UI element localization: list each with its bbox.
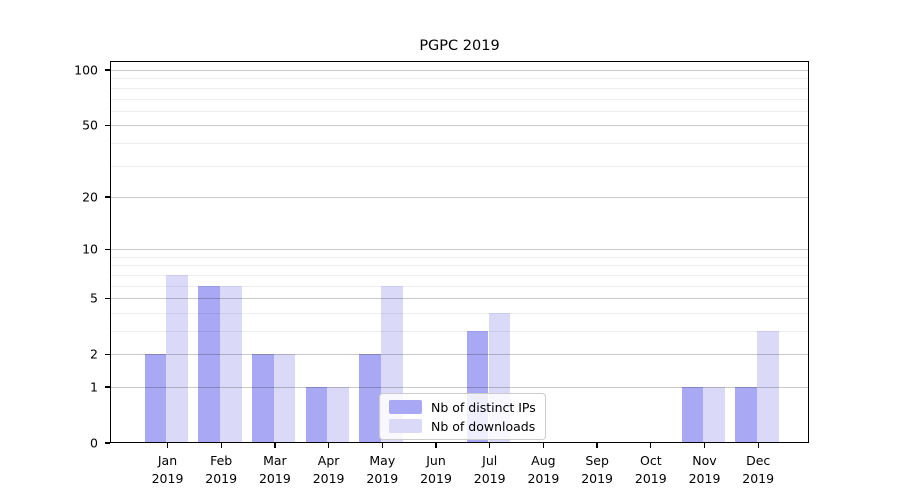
y-axis-tick [105,196,110,198]
x-tick-label: Oct 2019 [634,453,667,486]
bar-downloads-dec [757,330,779,443]
y-axis-tick [105,297,110,299]
y-axis-tick [105,442,110,444]
minor-gridline [110,274,809,276]
y-tick-label: 0 [90,435,98,451]
bar-downloads-feb [220,285,242,443]
y-axis-tick [105,124,110,126]
x-tick-label: Jul 2019 [473,453,506,486]
minor-gridline [110,142,809,144]
y-axis-tick [105,248,110,250]
bar-distinct-ips-nov [681,386,704,443]
bar-distinct-ips-dec [735,386,757,443]
legend-swatch-downloads-icon [389,419,422,433]
y-axis-tick [105,69,110,71]
major-gridline [110,386,809,388]
bar-downloads-jan [166,274,189,443]
major-gridline [110,196,809,198]
legend-label-distinct-ips: Nb of distinct IPs [431,399,536,415]
minor-gridline [110,165,809,167]
x-axis-tick [757,443,759,448]
x-axis-tick [703,443,706,448]
legend: Nb of distinct IPs Nb of downloads [379,393,546,440]
minor-gridline [110,256,809,258]
x-tick-label: Feb 2019 [205,453,238,486]
minor-gridline [110,330,809,332]
x-tick-label: Jun 2019 [420,453,452,486]
minor-gridline [110,285,809,287]
x-tick-label: Nov 2019 [688,453,721,486]
y-tick-label: 5 [90,290,98,306]
x-axis-tick [435,443,437,448]
x-axis-tick [166,443,169,448]
major-gridline [110,125,809,127]
major-gridline [110,354,809,356]
x-axis-tick [220,443,222,448]
legend-entry-downloads: Nb of downloads [389,418,536,434]
major-gridline [110,70,809,72]
x-tick-label: May 2019 [366,453,399,486]
x-axis-tick [596,443,598,448]
x-tick-label: Mar 2019 [258,453,291,486]
chart-title: PGPC 2019 [419,38,500,54]
x-axis-tick [274,443,276,448]
x-tick-label: Sep 2019 [581,453,613,486]
y-tick-label: 20 [82,189,98,205]
x-tick-label: Apr 2019 [312,453,345,486]
bar-distinct-ips-jan [144,354,167,443]
bar-downloads-mar [273,354,296,443]
x-axis-tick [327,443,330,448]
legend-entry-distinct-ips: Nb of distinct IPs [389,399,536,415]
x-axis-tick [650,443,652,448]
x-tick-label: Aug 2019 [527,453,560,486]
x-axis-tick [489,443,491,448]
bar-downloads-apr [327,386,350,443]
x-axis-tick [542,443,545,448]
bar-distinct-ips-feb [198,285,220,443]
major-gridline [110,249,809,251]
minor-gridline [110,265,809,267]
bar-distinct-ips-apr [305,386,328,443]
y-tick-label: 1 [90,379,98,395]
minor-gridline [110,78,809,80]
minor-gridline [110,87,809,89]
legend-label-downloads: Nb of downloads [431,418,536,434]
x-tick-label: Dec 2019 [742,453,775,486]
minor-gridline [110,110,809,112]
minor-gridline [110,98,809,100]
bar-downloads-nov [703,386,726,443]
y-axis-tick [105,353,110,355]
y-axis-tick [105,386,110,388]
x-tick-label: Jan 2019 [151,453,184,486]
y-tick-label: 2 [90,346,98,362]
y-tick-label: 10 [82,241,98,257]
major-gridline [110,298,809,300]
y-tick-label: 100 [74,62,98,78]
bar-distinct-ips-mar [251,354,274,443]
minor-gridline [110,312,809,314]
bar-distinct-ips-may [359,354,382,443]
legend-swatch-distinct-ips-icon [389,400,422,414]
y-tick-label: 50 [82,117,98,133]
x-axis-tick [381,443,383,448]
